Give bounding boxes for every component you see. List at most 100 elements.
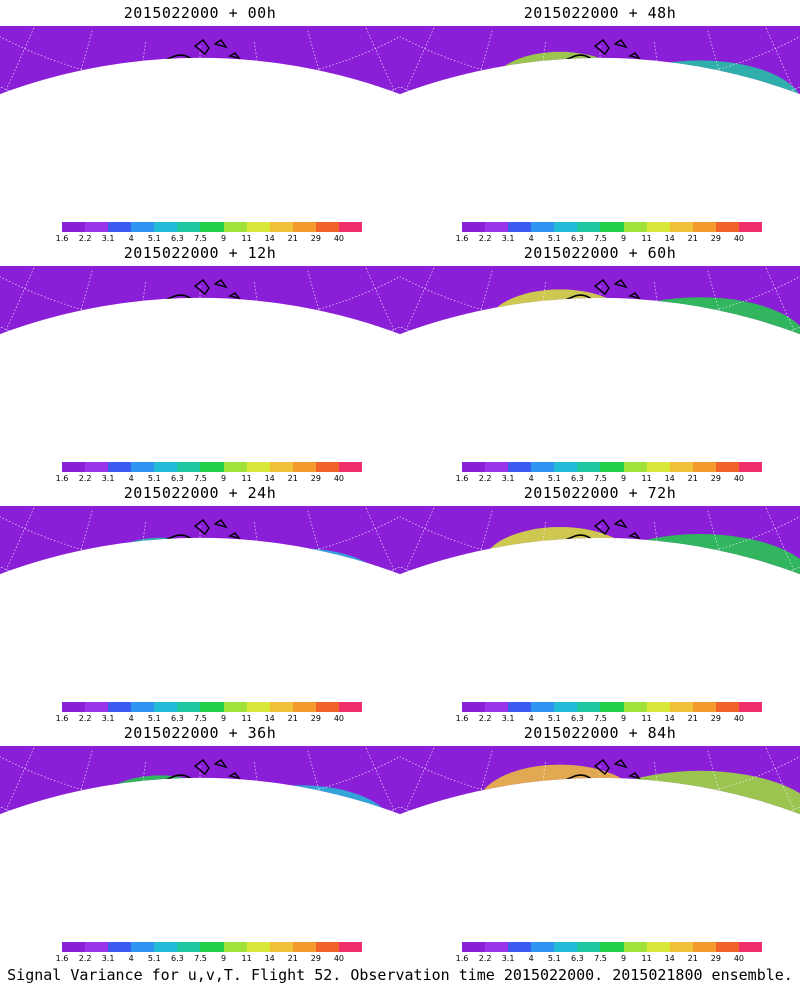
colorbar-tick-label: 4 xyxy=(128,714,134,723)
longitude-line xyxy=(120,282,146,382)
colorbar-tick-label: 2.2 xyxy=(478,954,492,963)
colorbar-swatch xyxy=(577,462,601,472)
variance-contour xyxy=(590,297,800,382)
colorbar-swatch xyxy=(62,942,86,952)
variance-contour xyxy=(463,77,737,142)
missing-data-area xyxy=(228,96,272,116)
latitude-line xyxy=(0,26,400,87)
colorbar-tick-label: 4 xyxy=(128,234,134,243)
colorbar-swatch xyxy=(315,462,339,472)
colorbar-swatch xyxy=(669,942,693,952)
map-panel: 2015022000 + 12h 1.6 2.2 3.1 4 5.1 6.3 7.5 9 11 14… xyxy=(0,240,400,485)
colorbar-swatch xyxy=(531,702,555,712)
variance-contour xyxy=(209,161,251,192)
colorbar-tick-label: 5.1 xyxy=(147,474,161,483)
colorbar-tick-label: 2.2 xyxy=(478,714,492,723)
colorbar-tick-label: 3.1 xyxy=(101,714,115,723)
colorbar-swatch xyxy=(154,702,178,712)
variance-contour xyxy=(98,775,222,837)
panel-title: 2015022000 + 60h xyxy=(523,244,677,262)
colorbar-tick-label: 21 xyxy=(287,234,298,243)
variance-contour xyxy=(444,548,756,622)
forecast-map xyxy=(0,26,400,192)
forecast-map xyxy=(400,26,800,142)
colorbar-swatch xyxy=(462,942,486,952)
colorbar-tick-label: 7.5 xyxy=(194,474,207,483)
colorbar-swatch xyxy=(738,942,763,952)
colorbar-tick-label: 40 xyxy=(333,234,345,243)
colorbar-swatch xyxy=(738,702,763,712)
colorbar-tick-label: 7.5 xyxy=(594,234,607,243)
variance-contour xyxy=(237,78,363,134)
colorbar-swatch xyxy=(108,462,132,472)
colorbar-tick-label: 21 xyxy=(287,714,298,723)
colorbar-swatch xyxy=(577,222,601,232)
colorbar xyxy=(62,222,363,232)
colorbar-swatch xyxy=(646,942,670,952)
forecast-map xyxy=(400,266,800,382)
longitude-line xyxy=(654,42,680,142)
variance-contour xyxy=(144,598,276,622)
latitude-line xyxy=(0,377,400,382)
colorbar-tick-label: 14 xyxy=(264,714,275,723)
variance-contour xyxy=(417,80,623,142)
colorbar-swatch xyxy=(177,462,201,472)
colorbar-swatch xyxy=(531,462,555,472)
colorbar-swatch xyxy=(669,222,693,232)
colorbar-tick-label: 11 xyxy=(241,714,252,723)
colorbar-swatch xyxy=(85,942,109,952)
colorbar-swatch xyxy=(108,222,132,232)
colorbar-tick-label: 11 xyxy=(641,234,652,243)
variance-contour xyxy=(215,548,385,622)
missing-data-area xyxy=(236,820,264,832)
colorbar-tick-label: 14 xyxy=(664,234,675,243)
colorbar-swatch xyxy=(177,222,201,232)
map-panel: 2015022000 + 72h 1.6 2.2 3.1 4 5.1 6.3 7.5 9 11 14… xyxy=(400,480,800,725)
variance-contour xyxy=(161,128,259,142)
colorbar-tick-label: 7.5 xyxy=(194,234,207,243)
longitude-line xyxy=(520,42,546,142)
longitude-line xyxy=(520,282,546,382)
colorbar-swatch xyxy=(715,462,739,472)
colorbar-swatch xyxy=(315,702,339,712)
colorbar-tick-label: 1.6 xyxy=(455,954,469,963)
colorbar-tick-label: 1.6 xyxy=(455,474,469,483)
colorbar-tick-label: 2.2 xyxy=(78,474,92,483)
colorbar-swatch xyxy=(246,462,270,472)
colorbar xyxy=(462,222,763,232)
colorbar-tick-label: 21 xyxy=(287,954,298,963)
colorbar-ticks: 1.6 2.2 3.1 4 5.1 6.3 7.5 9 11 14 21 29 40 xyxy=(56,714,362,725)
colorbar-swatch xyxy=(85,462,109,472)
colorbar-swatch xyxy=(508,942,532,952)
figure-caption: Signal Variance for u,v,T. Flight 52. Ob… xyxy=(7,966,793,984)
colorbar-swatch xyxy=(269,942,293,952)
latitude-line xyxy=(0,746,400,807)
colorbar-tick-label: 6.3 xyxy=(571,234,584,243)
variance-contour xyxy=(589,866,672,927)
latitude-line xyxy=(400,339,800,382)
colorbar-swatch xyxy=(223,942,247,952)
variance-contour xyxy=(46,333,194,382)
map-panel: 2015022000 + 24h 1.6 2.2 3.1 4 5.1 6.3 7.5 9 11 14… xyxy=(0,480,400,725)
longitude-line xyxy=(254,42,280,142)
colorbar-tick-label: 40 xyxy=(733,714,745,723)
colorbar-swatch xyxy=(131,222,155,232)
colorbar-tick-label: 40 xyxy=(333,474,345,483)
colorbar-swatch xyxy=(738,462,763,472)
latitude-line xyxy=(400,26,800,87)
variance-contour xyxy=(524,347,696,382)
colorbar-swatch xyxy=(577,702,601,712)
missing-data-area xyxy=(106,888,154,905)
colorbar-tick-label: 29 xyxy=(310,474,321,483)
colorbar-tick-label: 21 xyxy=(687,714,698,723)
colorbar-swatch xyxy=(600,702,624,712)
variance-contour xyxy=(530,110,690,142)
longitude-line xyxy=(120,522,146,622)
colorbar-ticks: 1.6 2.2 3.1 4 5.1 6.3 7.5 9 11 14 21 29 40 xyxy=(456,954,762,965)
colorbar-tick-label: 29 xyxy=(310,234,321,243)
variance-contour xyxy=(87,569,313,622)
colorbar-swatch xyxy=(600,222,624,232)
longitude-line xyxy=(120,762,146,862)
colorbar-tick-label: 3.1 xyxy=(501,474,515,483)
colorbar-ticks: 1.6 2.2 3.1 4 5.1 6.3 7.5 9 11 14 21 29 40 xyxy=(456,474,762,485)
